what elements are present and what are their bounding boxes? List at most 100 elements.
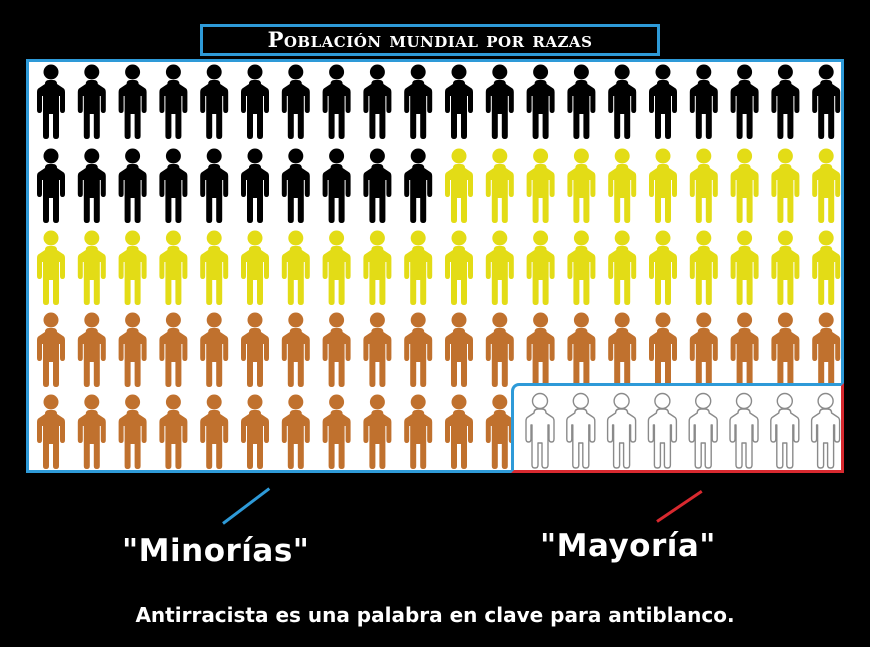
person-icon-yellow bbox=[689, 230, 718, 305]
person-icon-brown bbox=[608, 312, 637, 387]
person-icon-brown bbox=[812, 312, 841, 387]
person-icon-black bbox=[649, 64, 677, 139]
person-icon-brown bbox=[159, 394, 188, 469]
person-icon-yellow bbox=[771, 230, 800, 305]
person-icon-yellow bbox=[689, 148, 718, 223]
person-icon-yellow bbox=[649, 148, 677, 223]
person-icon-brown bbox=[241, 394, 269, 469]
person-icon-black bbox=[404, 148, 433, 223]
person-icon-black bbox=[118, 148, 147, 223]
person-icon-brown bbox=[281, 312, 310, 387]
person-icon-black bbox=[608, 64, 637, 139]
person-icon-black bbox=[363, 148, 392, 223]
person-icon-black bbox=[526, 64, 555, 139]
person-icon-yellow bbox=[159, 230, 188, 305]
person-icon-brown bbox=[200, 312, 229, 387]
person-icon-black bbox=[567, 64, 596, 139]
mayoria-pointer-line bbox=[656, 490, 703, 523]
person-icon-brown bbox=[445, 394, 473, 469]
chart-title: Población mundial por razas bbox=[200, 24, 660, 56]
person-icon-white bbox=[647, 392, 678, 469]
person-icon-brown bbox=[485, 312, 514, 387]
person-icon-yellow bbox=[37, 230, 65, 305]
person-icon-yellow bbox=[771, 148, 800, 223]
person-icon-brown bbox=[118, 394, 147, 469]
person-icon-white bbox=[729, 392, 759, 469]
person-icon-yellow bbox=[241, 230, 269, 305]
person-icon-yellow bbox=[567, 230, 596, 305]
person-icon-brown bbox=[77, 394, 106, 469]
person-icon-yellow bbox=[200, 230, 229, 305]
person-icon-black bbox=[689, 64, 718, 139]
person-icon-brown bbox=[649, 312, 677, 387]
person-icon-yellow bbox=[445, 230, 473, 305]
person-icon-brown bbox=[281, 394, 310, 469]
person-icon-yellow bbox=[485, 148, 514, 223]
person-icon-brown bbox=[159, 312, 188, 387]
person-icon-yellow bbox=[404, 230, 433, 305]
person-icon-brown bbox=[404, 394, 433, 469]
person-icon-yellow bbox=[730, 148, 759, 223]
person-icon-yellow bbox=[526, 148, 555, 223]
person-icon-black bbox=[37, 64, 65, 139]
person-icon-black bbox=[200, 64, 229, 139]
person-icon-black bbox=[77, 64, 106, 139]
figures-canvas bbox=[37, 64, 841, 469]
person-icon-yellow bbox=[608, 148, 637, 223]
population-grid bbox=[26, 59, 844, 473]
person-icon-yellow bbox=[322, 230, 351, 305]
person-icon-brown bbox=[322, 394, 351, 469]
majority-group-box bbox=[511, 383, 844, 473]
person-icon-brown bbox=[567, 312, 596, 387]
white-figures-canvas bbox=[525, 392, 841, 469]
person-icon-black bbox=[281, 64, 310, 139]
person-icon-brown bbox=[37, 394, 65, 469]
person-icon-black bbox=[730, 64, 759, 139]
person-icon-yellow bbox=[812, 148, 841, 223]
person-icon-black bbox=[77, 148, 106, 223]
person-icon-brown bbox=[77, 312, 106, 387]
person-icon-yellow bbox=[730, 230, 759, 305]
mayoria-label: "Mayoría" bbox=[540, 528, 716, 564]
person-icon-yellow bbox=[526, 230, 555, 305]
person-icon-black bbox=[812, 64, 841, 139]
person-icon-black bbox=[37, 148, 65, 223]
person-icon-black bbox=[322, 148, 351, 223]
person-icon-white bbox=[566, 392, 596, 469]
person-icon-black bbox=[485, 64, 514, 139]
caption-text: Antirracista es una palabra en clave par… bbox=[135, 603, 735, 627]
person-icon-black bbox=[159, 64, 188, 139]
person-icon-brown bbox=[363, 312, 392, 387]
person-icon-yellow bbox=[608, 230, 637, 305]
person-icon-yellow bbox=[118, 230, 147, 305]
person-icon-black bbox=[200, 148, 229, 223]
person-icon-brown bbox=[771, 312, 800, 387]
person-icon-brown bbox=[37, 312, 65, 387]
person-icon-yellow bbox=[485, 230, 514, 305]
person-icon-black bbox=[159, 148, 188, 223]
person-icon-white bbox=[810, 392, 841, 469]
minorias-pointer-line bbox=[222, 487, 271, 525]
person-icon-black bbox=[445, 64, 473, 139]
person-icon-black bbox=[241, 64, 269, 139]
person-icon-brown bbox=[526, 312, 555, 387]
person-icon-yellow bbox=[812, 230, 841, 305]
person-icon-brown bbox=[485, 394, 514, 469]
person-icon-brown bbox=[689, 312, 718, 387]
person-icon-black bbox=[281, 148, 310, 223]
person-icon-brown bbox=[118, 312, 147, 387]
person-icon-yellow bbox=[445, 148, 473, 223]
person-icon-black bbox=[363, 64, 392, 139]
person-icon-black bbox=[322, 64, 351, 139]
person-icon-yellow bbox=[649, 230, 677, 305]
person-icon-black bbox=[118, 64, 147, 139]
person-icon-brown bbox=[445, 312, 473, 387]
person-icon-yellow bbox=[363, 230, 392, 305]
person-icon-white bbox=[606, 392, 637, 469]
person-icon-brown bbox=[404, 312, 433, 387]
person-icon-yellow bbox=[77, 230, 106, 305]
person-icon-yellow bbox=[567, 148, 596, 223]
person-icon-black bbox=[404, 64, 433, 139]
person-icon-white bbox=[688, 392, 718, 469]
minorias-label: "Minorías" bbox=[122, 533, 310, 569]
